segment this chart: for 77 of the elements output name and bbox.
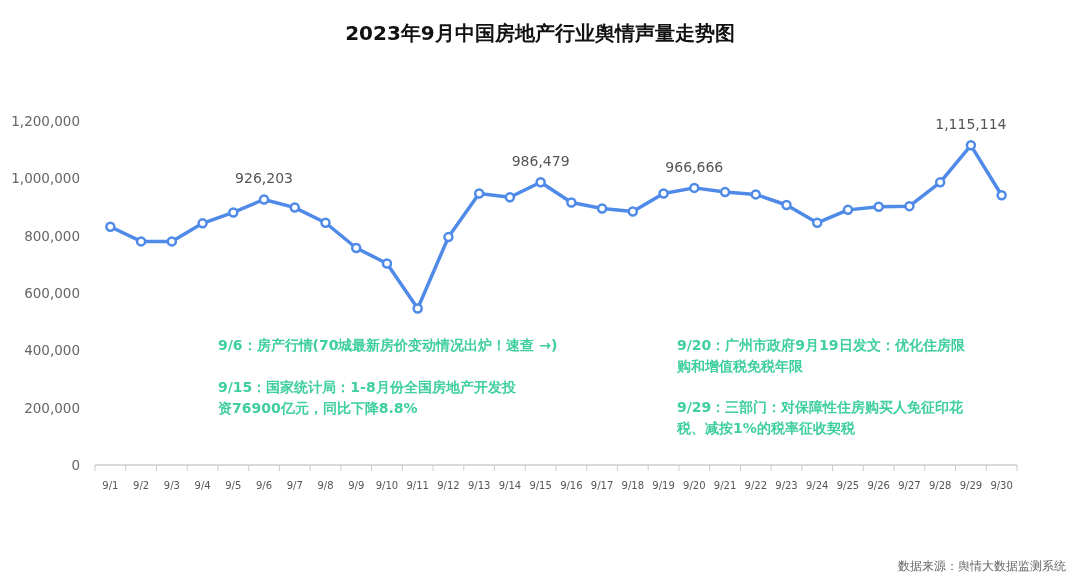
point — [228, 207, 239, 218]
x-tick-label: 9/20 — [683, 480, 706, 491]
x-tick-label: 9/26 — [867, 480, 890, 491]
point — [566, 197, 577, 208]
y-tick-label: 200,000 — [24, 399, 80, 416]
point — [135, 236, 147, 247]
x-tick-label: 9/22 — [744, 480, 767, 491]
point — [719, 186, 731, 198]
y-tick-label: 800,000 — [24, 227, 80, 244]
x-tick-label: 9/25 — [836, 480, 860, 491]
point — [996, 190, 1007, 201]
x-tick-label: 9/17 — [590, 480, 614, 491]
annotation: 9/20：广州市政府9月19日发文：优化住房限购和增值税免税年限 — [676, 337, 966, 374]
data-label: 1,115,114 — [935, 116, 1007, 133]
point — [381, 258, 393, 269]
x-tick-label: 9/16 — [560, 480, 583, 491]
x-tick-label: 9/27 — [898, 480, 921, 491]
x-tick-label: 9/10 — [375, 480, 399, 491]
x-tick-label: 9/28 — [928, 480, 952, 491]
point — [658, 188, 669, 199]
point — [166, 236, 178, 247]
x-tick-label: 9/11 — [406, 480, 429, 491]
annotation: 9/6：房产行情(70城最新房价变动情况出炉！速查 →) — [218, 337, 558, 353]
x-tick-label: 9/6 — [255, 480, 273, 491]
y-tick-label: 0 — [71, 457, 80, 473]
x-tick-label: 9/5 — [225, 480, 242, 491]
y-tick-label: 400,000 — [24, 342, 80, 359]
data-label: 926,203 — [235, 170, 293, 187]
x-tick-label: 9/13 — [467, 480, 491, 491]
x-tick-label: 9/8 — [317, 480, 334, 491]
x-tick-label: 9/29 — [959, 480, 983, 491]
x-tick-label: 9/23 — [775, 480, 798, 491]
x-tick-label: 9/9 — [348, 480, 365, 491]
point — [504, 192, 516, 203]
x-tick-label: 9/15 — [529, 480, 552, 491]
point — [842, 204, 854, 216]
x-tick-label: 9/19 — [652, 480, 675, 491]
x-tick-label: 9/4 — [194, 480, 211, 491]
source-note: 数据来源：舆情大数据监测系统 — [898, 559, 1066, 573]
annotation: 9/15：国家统计局：1-8月份全国房地产开发投资76900亿元，同比下降8.8% — [218, 379, 517, 416]
point — [811, 217, 823, 229]
x-tick-label: 9/7 — [286, 480, 303, 491]
data-label: 966,666 — [665, 158, 724, 175]
point — [443, 231, 454, 243]
point — [904, 200, 915, 212]
x-tick-label: 9/21 — [713, 480, 737, 491]
point — [750, 189, 762, 200]
chart-title: 2023年9月中国房地产行业舆情声量走势图 — [345, 21, 735, 45]
x-tick-label: 9/30 — [990, 480, 1013, 491]
point — [781, 199, 792, 211]
point — [473, 188, 485, 199]
data-label: 986,479 — [511, 153, 570, 170]
x-tick-label: 9/14 — [498, 480, 522, 491]
y-tick-label: 1,200,000 — [11, 113, 80, 129]
point — [535, 176, 546, 188]
point — [197, 218, 208, 229]
point — [320, 217, 331, 229]
point — [934, 177, 946, 188]
point — [965, 140, 977, 151]
x-tick-label: 9/3 — [163, 480, 180, 491]
point — [105, 221, 116, 233]
point — [873, 201, 884, 212]
x-tick-label: 9/1 — [102, 480, 119, 491]
y-tick-label: 1,000,000 — [11, 170, 80, 187]
y-tick-label: 600,000 — [24, 285, 80, 301]
annotation: 9/29：三部门：对保障性住房购买人免征印花税、减按1%的税率征收契税 — [676, 399, 965, 436]
point — [258, 194, 270, 205]
point — [412, 303, 423, 314]
x-tick-label: 9/2 — [133, 480, 150, 491]
x-tick-label: 9/24 — [806, 480, 829, 491]
point — [596, 203, 608, 214]
point — [289, 202, 301, 213]
point — [350, 242, 362, 254]
point — [627, 206, 639, 217]
x-tick-label: 9/12 — [437, 480, 460, 491]
point — [689, 182, 700, 194]
x-tick-label: 9/18 — [621, 480, 645, 491]
